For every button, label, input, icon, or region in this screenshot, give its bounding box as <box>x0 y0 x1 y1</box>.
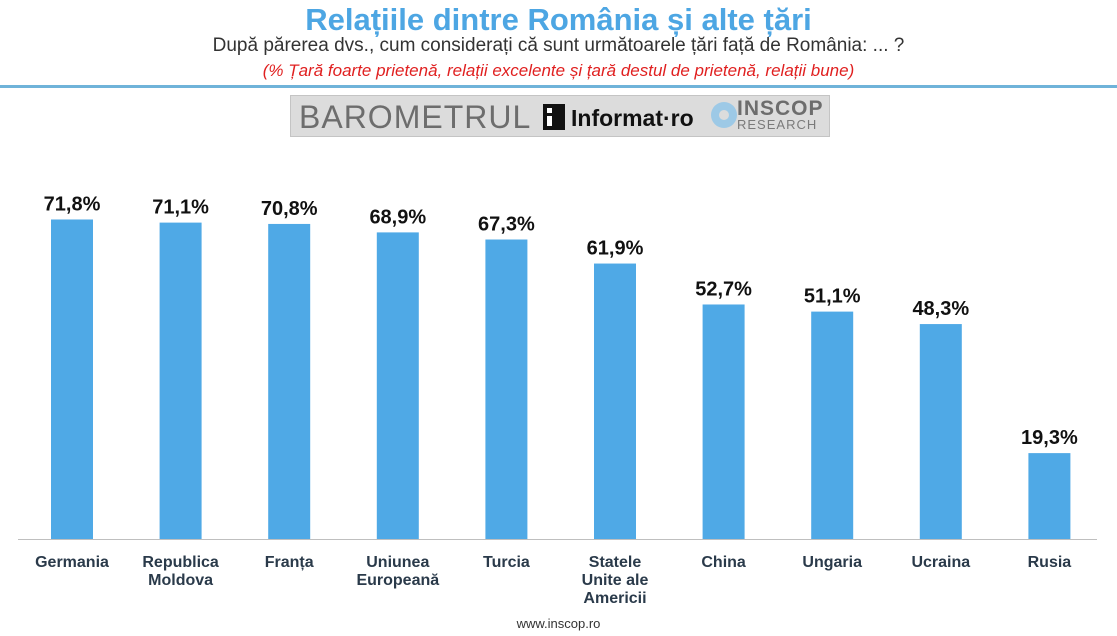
bar <box>376 232 419 539</box>
bar <box>159 222 202 540</box>
barometrul-logo-text: BAROMETRUL <box>299 99 532 135</box>
sponsor-banner: BAROMETRUL Informat·ro INSCOP RESEARCH <box>290 95 830 137</box>
informat-logo-icon <box>543 104 565 130</box>
data-label: 61,9% <box>587 238 644 260</box>
category-label: Republica Moldova <box>142 554 219 589</box>
bar <box>485 239 528 539</box>
header-divider <box>0 85 1117 88</box>
data-label: 68,9% <box>369 206 426 228</box>
inscop-logo-text: INSCOP <box>737 97 824 120</box>
bar <box>1028 453 1071 539</box>
bar <box>702 304 745 539</box>
chart-title: Relațiile dintre România și alte țări <box>305 2 812 37</box>
bar <box>268 223 311 539</box>
data-label: 71,8% <box>44 193 101 215</box>
informat-logo-text: Informat·ro <box>571 105 694 131</box>
data-label: 67,3% <box>478 214 535 236</box>
data-label: 52,7% <box>695 278 752 300</box>
category-label-line: Turcia <box>483 554 530 571</box>
category-label-line: Rusia <box>1028 554 1072 571</box>
data-label: 71,1% <box>152 197 209 219</box>
category-label: Ucraina <box>911 554 970 571</box>
category-label-line: Uniunea <box>366 554 429 571</box>
category-label-line: Ucraina <box>911 554 970 571</box>
category-label: Turcia <box>483 554 530 571</box>
category-label-line: Americii <box>583 590 646 607</box>
bar <box>919 324 962 539</box>
chart-subtitle: După părerea dvs., cum considerați că su… <box>212 35 905 56</box>
inscop-research-text: RESEARCH <box>737 117 818 132</box>
category-label: Statele Unite ale Americii <box>582 554 649 607</box>
data-label: 19,3% <box>1021 427 1078 449</box>
category-label-line: Ungaria <box>802 554 862 571</box>
category-label: Germania <box>35 554 109 571</box>
category-label-line: Statele <box>589 554 642 571</box>
category-label-line: Germania <box>35 554 109 571</box>
category-label-line: China <box>701 554 746 571</box>
category-label-line: Unite ale <box>582 572 649 589</box>
category-label: Ungaria <box>802 554 862 571</box>
chart-note: (% Țară foarte prietenă, relații excelen… <box>262 61 855 80</box>
inscop-logo-icon <box>711 102 737 128</box>
category-label: China <box>701 554 746 571</box>
footer-url: www.inscop.ro <box>516 616 601 631</box>
bar <box>594 263 636 539</box>
category-label-line: Republica <box>142 554 219 571</box>
bar <box>51 219 93 540</box>
category-label: Rusia <box>1028 554 1072 571</box>
data-label: 51,1% <box>804 286 861 308</box>
bar <box>811 311 854 539</box>
category-label: Franța <box>265 554 314 571</box>
category-label-line: Europeană <box>356 572 439 589</box>
category-label: Uniunea Europeană <box>356 554 439 589</box>
data-label: 70,8% <box>261 198 318 220</box>
data-label: 48,3% <box>912 298 969 320</box>
category-label-line: Franța <box>265 554 314 571</box>
category-label-line: Moldova <box>148 572 213 589</box>
